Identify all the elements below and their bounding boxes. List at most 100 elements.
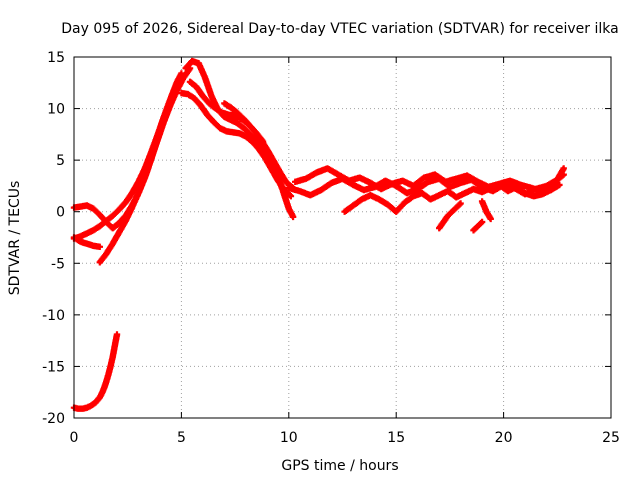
data-point: [506, 189, 510, 193]
data-point: [454, 195, 458, 199]
data-point: [433, 173, 437, 177]
data-point: [225, 129, 229, 133]
series-track-d: [70, 234, 103, 250]
y-tick-label: 0: [56, 205, 65, 221]
data-point: [111, 214, 115, 218]
data-point: [394, 210, 398, 214]
series-track-k: [436, 200, 464, 232]
data-point: [250, 140, 254, 144]
data-point: [459, 181, 463, 185]
data-point: [235, 111, 239, 115]
series-track-c: [70, 82, 181, 232]
y-tick-label: -10: [42, 308, 65, 324]
data-point: [231, 130, 235, 134]
data-point: [272, 159, 276, 163]
data-point: [113, 344, 117, 348]
data-point: [124, 214, 128, 218]
data-point: [117, 221, 121, 225]
y-tick-label: -5: [51, 256, 65, 272]
data-point: [179, 91, 183, 95]
y-tick-label: -20: [42, 411, 65, 427]
data-point: [411, 184, 415, 188]
data-point: [85, 242, 89, 246]
data-point: [222, 101, 226, 105]
data-point: [426, 180, 430, 184]
data-point: [562, 166, 566, 170]
x-tick-label: 5: [177, 430, 186, 446]
data-point-marks: [436, 200, 464, 232]
data-point: [233, 114, 237, 118]
data-point: [203, 76, 207, 80]
y-axis-label: SDTVAR / TECUs: [7, 181, 23, 296]
data-point: [186, 92, 190, 96]
data-point: [476, 224, 480, 228]
data-point: [143, 176, 147, 180]
data-point: [472, 187, 476, 191]
data-point: [257, 147, 261, 151]
data-point: [298, 189, 302, 193]
data-point-marks: [70, 234, 103, 250]
data-point: [330, 181, 334, 185]
data-point: [190, 59, 194, 63]
data-point: [315, 171, 319, 175]
data-point: [420, 191, 424, 195]
data-point: [480, 190, 484, 194]
data-point: [405, 191, 409, 195]
data-point: [351, 204, 355, 208]
data-point: [205, 113, 209, 117]
data-point: [98, 260, 102, 264]
data-point: [85, 204, 89, 208]
data-point: [78, 205, 82, 209]
data-point: [115, 332, 119, 336]
data-point: [218, 126, 222, 130]
data-point: [104, 220, 108, 224]
data-point: [401, 179, 405, 183]
x-tick-label: 25: [602, 430, 620, 446]
data-point: [448, 185, 452, 189]
data-point: [293, 180, 297, 184]
data-point: [117, 230, 121, 234]
data-point: [437, 226, 441, 230]
data-point: [242, 117, 246, 121]
data-point: [98, 395, 102, 399]
data-point: [540, 192, 544, 196]
data-point: [156, 136, 160, 140]
data-point: [248, 124, 252, 128]
data-point: [463, 191, 467, 195]
data-point: [175, 84, 179, 88]
data-point: [212, 120, 216, 124]
data-point: [85, 231, 89, 235]
data-point: [91, 228, 95, 232]
data-point: [450, 210, 454, 214]
data-point: [351, 183, 355, 187]
data-point: [109, 364, 113, 368]
data-point: [358, 176, 362, 180]
x-tick-label: 0: [70, 430, 79, 446]
data-point: [484, 210, 488, 214]
data-point: [149, 157, 153, 161]
data-point: [289, 194, 293, 198]
data-point: [454, 177, 458, 181]
x-tick-label: 10: [280, 430, 298, 446]
data-point: [347, 179, 351, 183]
data-point: [255, 131, 259, 135]
data-point: [197, 61, 201, 65]
data-point: [93, 401, 97, 405]
data-point: [422, 176, 426, 180]
data-point: [308, 193, 312, 197]
data-point: [472, 228, 476, 232]
data-point: [489, 217, 493, 221]
series-track-e: [178, 89, 295, 200]
data-point: [78, 234, 82, 238]
data-point: [201, 94, 205, 98]
data-point: [446, 214, 450, 218]
data-point: [465, 174, 469, 178]
data-point: [379, 187, 383, 191]
plot-frame: [73, 56, 612, 419]
axis-ticks: 0 5 10 15 20 25 -20 -15 -10 -5 0 5 10 15: [42, 50, 620, 446]
data-point: [130, 204, 134, 208]
data-point: [237, 131, 241, 135]
series-track-l: [470, 218, 486, 234]
x-tick-label: 15: [387, 430, 405, 446]
data-point: [411, 194, 415, 198]
